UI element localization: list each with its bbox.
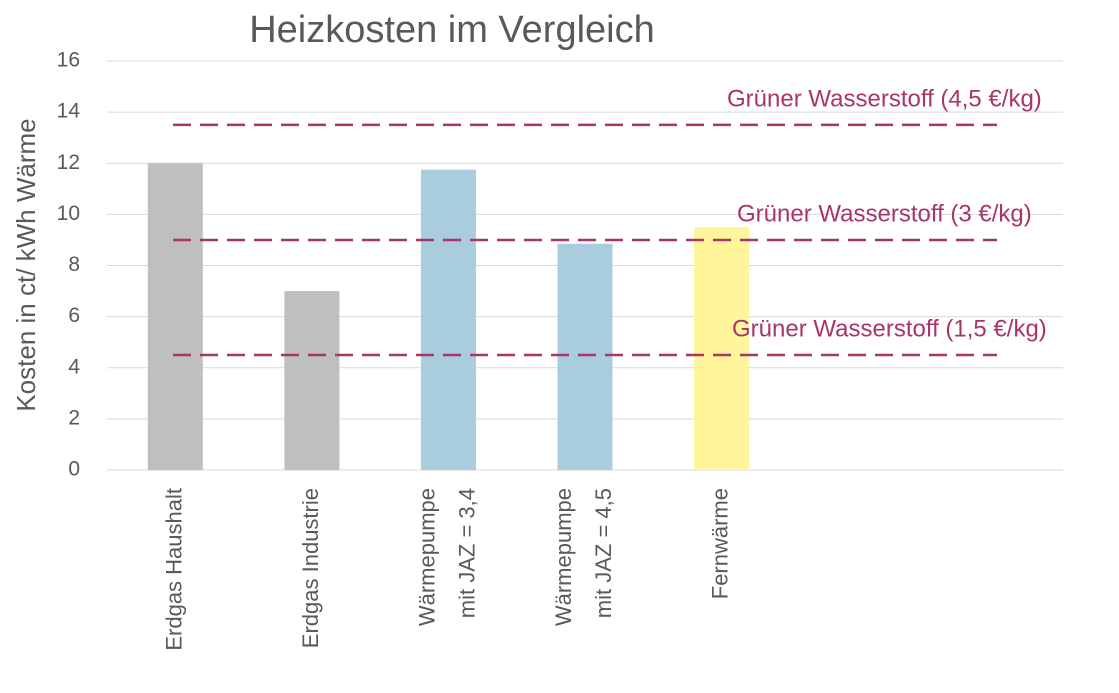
- y-tick-label: 16: [57, 49, 80, 72]
- x-tick-label: Erdgas Haushalt: [161, 488, 186, 651]
- reference-label: Grüner Wasserstoff (3 €/kg): [737, 200, 1032, 227]
- x-tick-label: Erdgas Industrie: [298, 488, 323, 648]
- y-tick-label: 12: [57, 151, 80, 174]
- bar: [147, 163, 203, 470]
- y-tick-label: 0: [68, 458, 80, 481]
- bar: [284, 291, 340, 470]
- x-tick-label: Fernwärme: [707, 488, 732, 599]
- y-tick-label: 8: [68, 253, 80, 276]
- x-tick-label: Wärmepumpe mit JAZ = 3,4: [414, 488, 479, 626]
- y-tick-label: 10: [57, 202, 80, 225]
- y-tick-label: 4: [68, 355, 80, 378]
- y-tick-label: 6: [68, 304, 80, 327]
- y-axis-label: Kosten in ct/ kWh Wärme: [11, 118, 41, 411]
- bar: [420, 169, 476, 470]
- reference-label: Grüner Wasserstoff (1,5 €/kg): [732, 315, 1047, 342]
- y-tick-label: 14: [57, 100, 81, 123]
- x-tick-label: Wärmepumpe mit JAZ = 4,5: [551, 488, 616, 626]
- bar: [694, 227, 750, 470]
- bar: [557, 243, 613, 470]
- reference-label: Grüner Wasserstoff (4,5 €/kg): [727, 85, 1042, 112]
- chart-title: Heizkosten im Vergleich: [249, 9, 655, 51]
- y-tick-label: 2: [68, 406, 80, 429]
